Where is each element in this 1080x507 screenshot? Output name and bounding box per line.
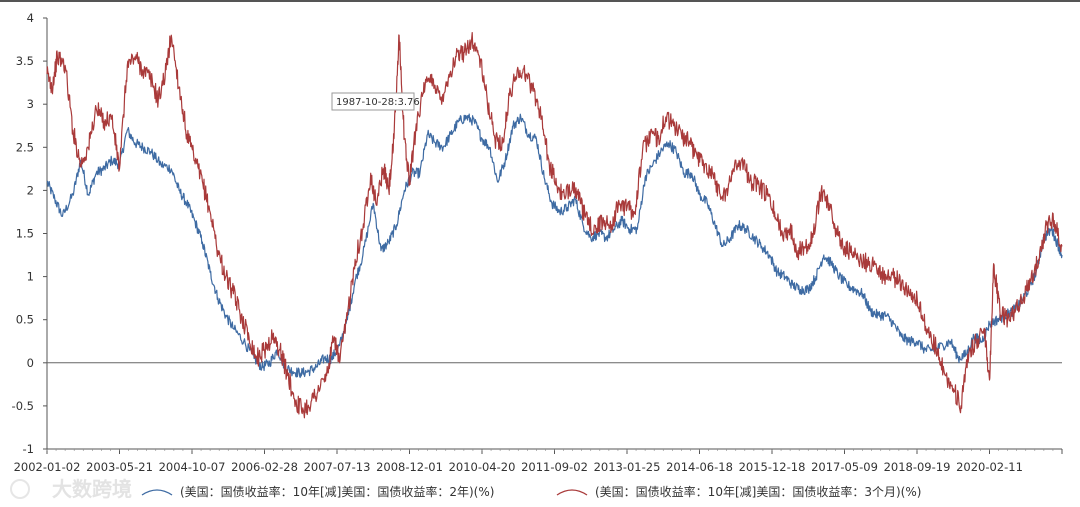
x-tick-label: 2010-04-20 <box>449 460 516 474</box>
series-line-2[interactable] <box>46 32 1063 419</box>
legend: 大数跨境 (美国：国债收益率：10年[减]美国：国债收益率：2年)(%) (美国… <box>10 477 921 501</box>
y-tick-label: 3 <box>27 97 34 111</box>
x-tick-label: 2011-09-02 <box>521 460 588 474</box>
y-tick-label: 1 <box>27 270 34 284</box>
x-tick-label: 2003-05-21 <box>86 460 153 474</box>
tooltip-box <box>331 92 415 111</box>
x-tick-label: 2020-02-11 <box>956 460 1023 474</box>
watermark-text: 大数跨境 <box>52 477 132 501</box>
x-tick-label: 2014-06-18 <box>666 460 733 474</box>
y-tick-label: 0 <box>27 356 34 370</box>
x-tick-label: 2008-12-01 <box>376 460 443 474</box>
y-tick-label: -0.5 <box>12 399 34 413</box>
y-tick-label: -1 <box>23 442 34 456</box>
watermark: 大数跨境 <box>10 477 132 501</box>
y-tick-label: 2.5 <box>16 140 34 154</box>
watermark-logo-icon <box>10 479 30 499</box>
legend-label-series-2[interactable]: (美国：国债收益率：10年[减]美国：国债收益率：3个月)(%) <box>595 484 921 499</box>
series-line-1[interactable] <box>46 113 1063 379</box>
y-axis: -1 -0.5 0 0.5 1 1.5 2 2.5 3 3.5 4 <box>12 11 48 456</box>
y-tick-label: 1.5 <box>16 227 34 241</box>
y-tick-label: 4 <box>27 11 34 25</box>
tooltip: 1987-10-28:3.76 <box>331 92 420 111</box>
x-tick-label: 2017-05-09 <box>811 460 878 474</box>
x-tick-label: 2004-10-07 <box>159 460 226 474</box>
y-tick-label: 2 <box>27 183 34 197</box>
x-axis: 2002-01-02 2003-05-21 2004-10-07 2006-02-28… <box>14 448 1063 474</box>
x-tick-label: 2013-01-25 <box>594 460 661 474</box>
legend-swatch-series-2[interactable] <box>556 489 588 496</box>
x-tick-label: 2006-02-28 <box>231 460 298 474</box>
y-tick-label: 3.5 <box>16 54 34 68</box>
legend-swatch-series-1[interactable] <box>141 489 173 496</box>
x-tick-label: 2007-07-13 <box>304 460 371 474</box>
x-tick-label: 2018-09-19 <box>884 460 951 474</box>
top-border <box>0 0 1080 2</box>
y-tick-label: 0.5 <box>16 313 34 327</box>
x-tick-label: 2002-01-02 <box>14 460 81 474</box>
tooltip-label: 1987-10-28:3.76 <box>336 97 420 108</box>
series-layer <box>46 32 1063 419</box>
legend-label-series-1[interactable]: (美国：国债收益率：10年[减]美国：国债收益率：2年)(%) <box>180 484 494 499</box>
x-tick-label: 2015-12-18 <box>739 460 806 474</box>
